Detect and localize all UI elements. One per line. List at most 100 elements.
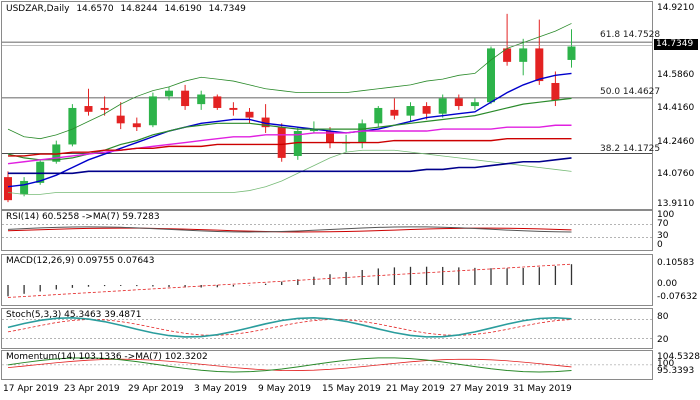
date-label: 29 Apr 2019 (128, 384, 184, 394)
momentum-label: Momentum(14) 103.1336 ->MA(7) 102.3202 (6, 352, 208, 362)
bollinger-lower (7, 149, 572, 195)
candle-bullish (487, 48, 495, 103)
price-tick: 14.0760 (657, 169, 695, 179)
candle-bearish (4, 177, 12, 201)
momentum-plot (2, 357, 652, 373)
fib-level-382: 38.2 14.1725 (600, 144, 661, 154)
moving-average-navy (8, 157, 572, 175)
current-price-badge: 14.7349 (654, 39, 698, 50)
moving-average-red (8, 137, 572, 157)
candle-bearish (261, 117, 270, 128)
candle-bearish (100, 107, 109, 110)
momentum-axis: 104.5328 100 95.3393 (653, 350, 700, 380)
rsi-axis: 100 70 30 0 (653, 210, 699, 251)
fib-level-500: 50.0 14.4627 (600, 87, 661, 97)
candle-bullish (519, 48, 528, 62)
stoch-k-line (7, 317, 572, 338)
candle-bearish (132, 123, 141, 128)
candle-bearish (535, 48, 544, 82)
rsi-tick: 100 (657, 210, 675, 220)
candle-bearish (116, 115, 125, 124)
candle-bullish (293, 131, 302, 156)
candle-bearish (326, 131, 334, 143)
candle-bullish (165, 90, 173, 97)
candle-bullish (36, 161, 45, 183)
price-tick: 14.5860 (657, 70, 695, 80)
low-value: 14.6190 (164, 4, 202, 14)
candle-bullish (68, 107, 77, 145)
macd-tick: -0.07632 (657, 292, 698, 302)
macd-tick: 0.00 (657, 279, 678, 289)
candle-bearish (213, 96, 222, 108)
close-value: 14.7349 (208, 4, 246, 14)
stoch-d-line (7, 319, 572, 336)
price-axis: 14.9210 14.5860 14.4160 14.2460 14.0760 … (653, 1, 699, 210)
date-label: 9 May 2019 (258, 384, 311, 394)
candle-bullish (438, 98, 447, 114)
candle-bullish (148, 96, 157, 126)
momentum-tick: 95.3393 (657, 366, 695, 376)
candle-bullish (358, 123, 367, 143)
candle-bearish (503, 48, 512, 62)
rsi-label: RSI(14) 60.5258 ->MA(7) 59.7283 (6, 212, 160, 222)
macd-tick: 0.10583 (657, 258, 695, 268)
candle-bullish (374, 107, 383, 124)
price-header: USDZAR,Daily 14.6570 14.8244 14.6190 14.… (6, 4, 250, 14)
momentum-ma-line (7, 358, 572, 371)
candle-bearish (454, 98, 463, 107)
rsi-tick: 30 (657, 231, 669, 241)
date-label: 23 Apr 2019 (64, 384, 120, 394)
stoch-panel[interactable]: Stoch(5,3,3) 45.3463 39.4871 (1, 308, 653, 349)
candle-bearish (390, 109, 399, 116)
price-tick: 14.2460 (657, 137, 695, 147)
moving-average-blue (7, 72, 572, 188)
date-label: 21 May 2019 (386, 384, 445, 394)
moving-average-magenta (7, 124, 572, 165)
rsi-tick: 70 (657, 219, 669, 229)
macd-axis: 0.10583 0.00 -0.07632 (653, 254, 699, 306)
price-chart-panel[interactable]: USDZAR,Daily 14.6570 14.8244 14.6190 14.… (1, 1, 660, 210)
rsi-line (7, 226, 572, 233)
macd-plot (7, 263, 573, 298)
bollinger-upper (7, 23, 572, 140)
date-label: 17 Apr 2019 (3, 384, 59, 394)
price-tick: 13.9110 (657, 199, 695, 209)
macd-panel[interactable]: MACD(12,26,9) 0.09755 0.07643 (1, 254, 653, 306)
high-value: 14.8244 (120, 4, 158, 14)
candle-bullish (197, 94, 206, 105)
price-plot (2, 13, 652, 203)
price-tick: 14.9210 (657, 3, 695, 13)
stoch-tick: 20 (657, 335, 669, 345)
candle-bullish (470, 102, 479, 107)
stoch-plot (2, 317, 652, 339)
momentum-tick: 100 (657, 359, 675, 369)
rsi-panel[interactable]: RSI(14) 60.5258 ->MA(7) 59.7283 (1, 210, 653, 251)
date-label: 15 May 2019 (322, 384, 381, 394)
date-label: 3 May 2019 (194, 384, 247, 394)
stoch-label: Stoch(5,3,3) 45.3463 39.4871 (6, 310, 142, 320)
macd-label: MACD(12,26,9) 0.09755 0.07643 (6, 256, 155, 266)
date-label: 31 May 2019 (513, 384, 572, 394)
open-value: 14.6570 (76, 4, 114, 14)
rsi-plot (2, 224, 652, 238)
macd-signal-line (7, 263, 572, 298)
fib-level-618: 61.8 14.7528 (600, 30, 661, 40)
candle-bearish (277, 127, 286, 158)
candle-bullish (406, 106, 415, 116)
price-tick: 14.4160 (657, 103, 695, 113)
candle-bullish (52, 144, 61, 162)
candle-bearish (551, 82, 560, 101)
stoch-axis: 80 20 (653, 308, 699, 349)
stoch-tick: 80 (657, 312, 669, 322)
candle-bearish (229, 107, 238, 110)
candle-bearish (181, 90, 190, 107)
momentum-tick: 104.5328 (657, 352, 700, 362)
candle-bearish (422, 106, 431, 114)
symbol-label: USDZAR,Daily (6, 4, 70, 14)
momentum-line (7, 357, 572, 373)
candle-bullish (567, 46, 576, 60)
candle-bearish (84, 106, 93, 112)
momentum-panel[interactable]: Momentum(14) 103.1336 ->MA(7) 102.3202 (1, 350, 653, 380)
date-label: 27 May 2019 (450, 384, 509, 394)
rsi-tick: 0 (657, 240, 663, 250)
